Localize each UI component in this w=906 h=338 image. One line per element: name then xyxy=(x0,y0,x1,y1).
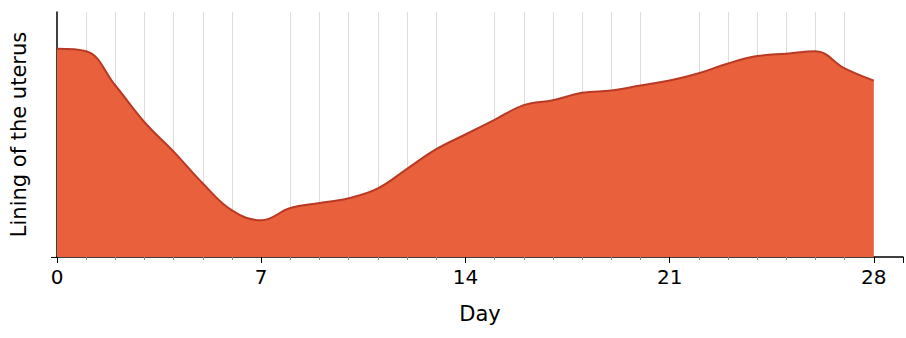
svg-text:Day: Day xyxy=(459,302,500,326)
svg-text:7: 7 xyxy=(255,265,268,289)
svg-text:0: 0 xyxy=(51,265,64,289)
svg-text:Lining of the uterus: Lining of the uterus xyxy=(7,32,31,237)
svg-text:14: 14 xyxy=(453,265,478,289)
svg-text:28: 28 xyxy=(861,265,886,289)
svg-text:21: 21 xyxy=(657,265,682,289)
